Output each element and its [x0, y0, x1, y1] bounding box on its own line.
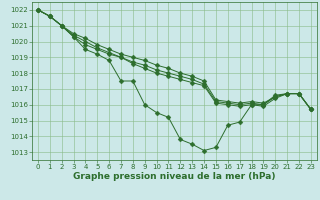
X-axis label: Graphe pression niveau de la mer (hPa): Graphe pression niveau de la mer (hPa): [73, 172, 276, 181]
